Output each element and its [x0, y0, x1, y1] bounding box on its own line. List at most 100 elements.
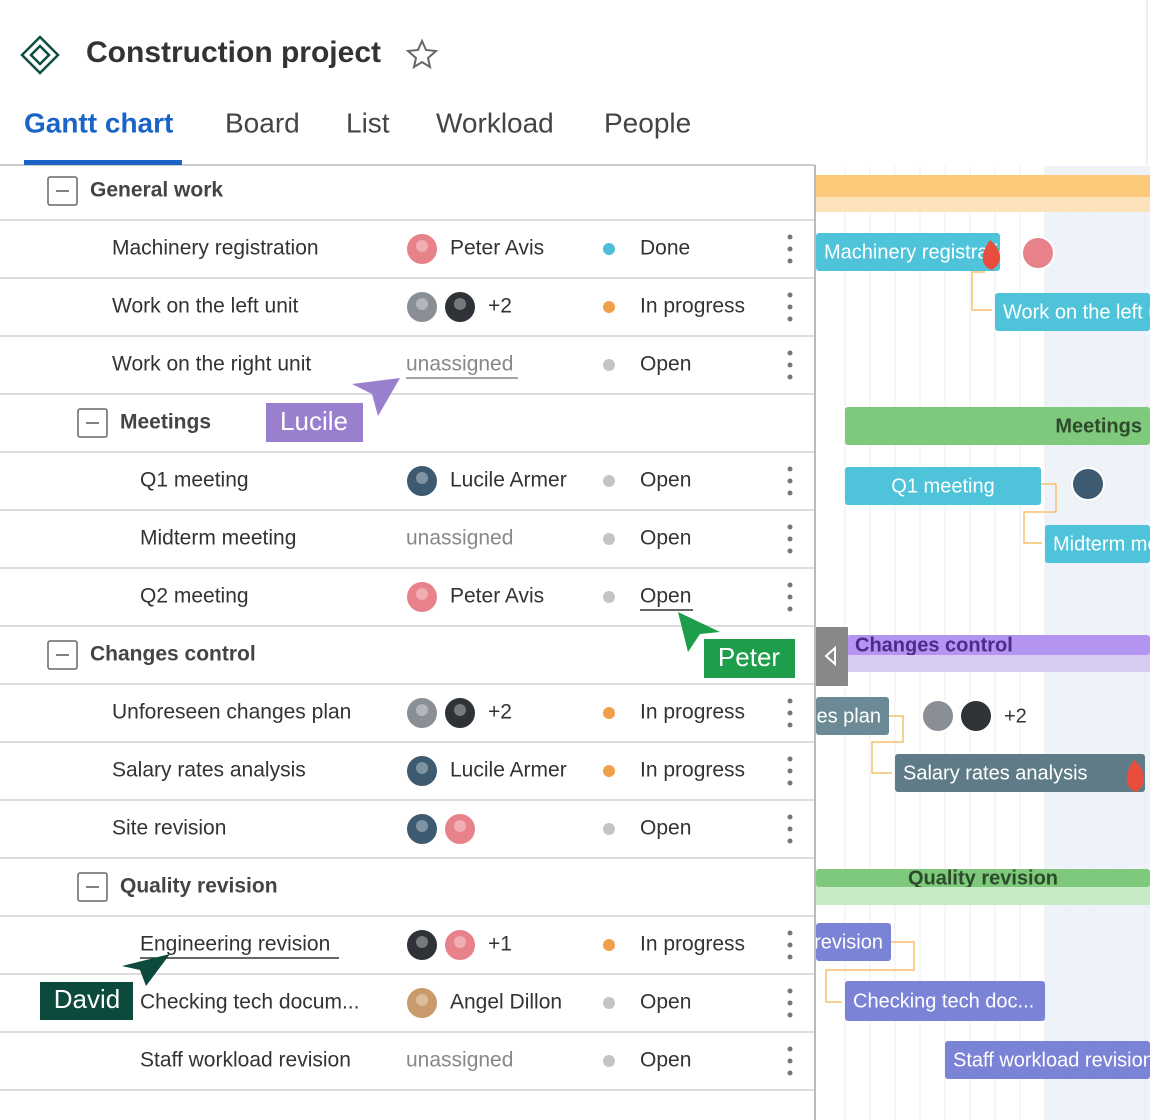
- avatar[interactable]: [443, 812, 477, 846]
- task-bar[interactable]: Salary rates analysis: [895, 754, 1145, 792]
- assignee[interactable]: Angel Dillon: [450, 991, 562, 1014]
- avatar[interactable]: [405, 754, 439, 788]
- unassigned[interactable]: unassigned: [406, 1049, 513, 1072]
- task-bar[interactable]: Machinery registration: [816, 233, 1021, 271]
- menu-dot: [787, 374, 793, 380]
- bar-label: Changes control: [855, 634, 1013, 656]
- status[interactable]: Open: [640, 1049, 691, 1072]
- group-progress: [816, 197, 1150, 212]
- task-bar[interactable]: Staff workload revision: [945, 1041, 1150, 1079]
- avatar[interactable]: [405, 928, 439, 962]
- avatar[interactable]: [405, 986, 439, 1020]
- task-name[interactable]: Checking tech docum...: [140, 991, 359, 1014]
- assignee[interactable]: Lucile Armer: [450, 759, 567, 782]
- status[interactable]: Open: [640, 527, 691, 550]
- assignee[interactable]: +2: [488, 701, 512, 724]
- task-bar[interactable]: Checking tech doc...: [845, 981, 1045, 1021]
- task-name[interactable]: Q2 meeting: [140, 585, 249, 608]
- group-name[interactable]: Quality revision: [120, 875, 278, 898]
- row-menu[interactable]: [787, 292, 793, 322]
- status[interactable]: Open: [640, 817, 691, 840]
- row-menu[interactable]: [787, 350, 793, 380]
- row-menu[interactable]: [787, 1046, 793, 1076]
- status[interactable]: Open: [640, 991, 691, 1014]
- task-bar[interactable]: Work on the left unit: [995, 293, 1150, 331]
- group-name[interactable]: General work: [90, 179, 223, 202]
- row-menu[interactable]: [787, 988, 793, 1018]
- row-menu[interactable]: [787, 930, 793, 960]
- task-name[interactable]: Unforeseen changes plan: [112, 701, 351, 724]
- assignee[interactable]: +2: [488, 295, 512, 318]
- avatar[interactable]: [405, 290, 439, 324]
- avatar[interactable]: [405, 580, 439, 614]
- tab[interactable]: Gantt chart: [24, 107, 173, 138]
- task-name[interactable]: Midterm meeting: [140, 527, 296, 550]
- task-name[interactable]: Staff workload revision: [140, 1049, 351, 1072]
- status[interactable]: In progress: [640, 701, 745, 724]
- avatar-face: [454, 704, 466, 716]
- assignee[interactable]: Peter Avis: [450, 237, 544, 260]
- avatar[interactable]: [443, 928, 477, 962]
- row-menu[interactable]: [787, 524, 793, 554]
- unassigned[interactable]: unassigned: [406, 353, 513, 376]
- bar-label: Midterm meeting: [1053, 533, 1150, 555]
- status[interactable]: Done: [640, 237, 690, 260]
- task-name[interactable]: Site revision: [112, 817, 226, 840]
- tab[interactable]: People: [604, 107, 691, 138]
- task-name[interactable]: Work on the left unit: [112, 295, 299, 318]
- favorite-star[interactable]: [405, 38, 439, 70]
- task-bar[interactable]: Engineering revision: [702, 923, 891, 961]
- avatar[interactable]: [405, 232, 439, 266]
- status[interactable]: In progress: [640, 295, 745, 318]
- unassigned[interactable]: unassigned: [406, 527, 513, 550]
- status[interactable]: Open: [640, 585, 691, 608]
- avatar[interactable]: [443, 696, 477, 730]
- row-menu[interactable]: [787, 814, 793, 844]
- status[interactable]: In progress: [640, 933, 745, 956]
- row-menu[interactable]: [787, 582, 793, 612]
- avatar[interactable]: [405, 464, 439, 498]
- status[interactable]: Open: [640, 469, 691, 492]
- task-name[interactable]: Work on the right unit: [112, 353, 311, 376]
- task-bar[interactable]: Midterm meeting: [1045, 525, 1150, 563]
- avatar[interactable]: [443, 290, 477, 324]
- row-menu[interactable]: [787, 756, 793, 786]
- status[interactable]: In progress: [640, 759, 745, 782]
- group-name[interactable]: Meetings: [120, 411, 211, 434]
- task-bar[interactable]: Unforeseen changes plan: [653, 697, 889, 735]
- dependency-link: [825, 941, 915, 1003]
- status[interactable]: Open: [640, 353, 691, 376]
- group-bar[interactable]: Meetings: [845, 407, 1150, 445]
- task-bar[interactable]: Q1 meeting: [845, 467, 1041, 505]
- status-dot: [603, 707, 615, 719]
- group-bar[interactable]: Changes control: [847, 634, 1150, 656]
- assignee[interactable]: Peter Avis: [450, 585, 544, 608]
- group-bar[interactable]: Quality revision: [816, 867, 1150, 889]
- bar-label: Checking tech doc...: [853, 990, 1034, 1012]
- task-name[interactable]: Q1 meeting: [140, 469, 249, 492]
- menu-dot: [787, 246, 793, 252]
- menu-dot: [787, 826, 793, 832]
- assignee[interactable]: Lucile Armer: [450, 469, 567, 492]
- task-name[interactable]: Salary rates analysis: [112, 759, 306, 782]
- avatar-face: [416, 240, 428, 252]
- menu-dot: [787, 710, 793, 716]
- row-menu[interactable]: [787, 466, 793, 496]
- task-name[interactable]: Machinery registration: [112, 237, 319, 260]
- row-menu[interactable]: [787, 698, 793, 728]
- tab[interactable]: Workload: [436, 107, 554, 138]
- assignee[interactable]: +1: [488, 933, 512, 956]
- group-name[interactable]: Changes control: [90, 643, 256, 666]
- task-name[interactable]: Engineering revision: [140, 933, 330, 956]
- group-bar: [816, 175, 1150, 197]
- row-menu[interactable]: [787, 234, 793, 264]
- tab[interactable]: Board: [225, 107, 300, 138]
- avatar[interactable]: [405, 812, 439, 846]
- status-dot: [603, 939, 615, 951]
- avatar[interactable]: [405, 696, 439, 730]
- active-tab-indicator: [24, 160, 182, 165]
- tab[interactable]: List: [346, 107, 390, 138]
- collapse-panel-button[interactable]: [816, 627, 848, 686]
- menu-dot: [787, 490, 793, 496]
